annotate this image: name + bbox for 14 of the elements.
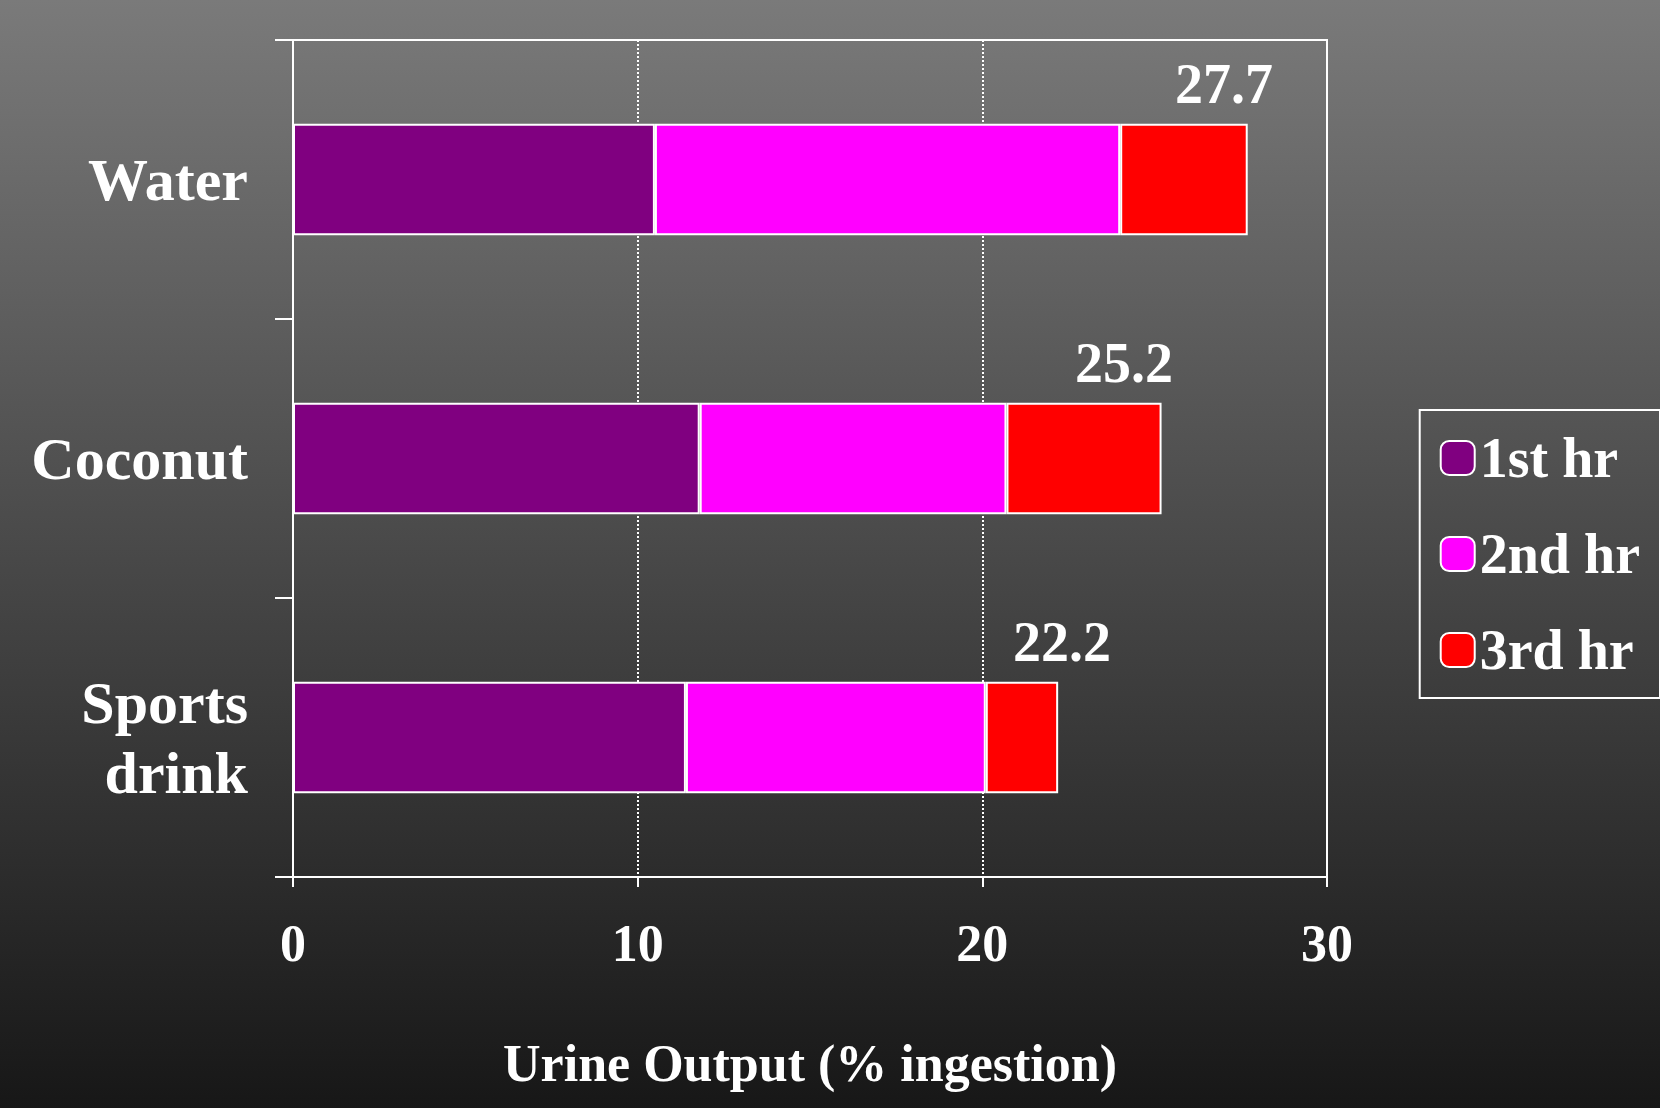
total-label: 22.2 — [1012, 610, 1111, 673]
y-tick-label: Coconut — [31, 425, 249, 492]
x-tick-label: 30 — [1301, 914, 1353, 972]
legend-label: 1st hr — [1479, 427, 1619, 489]
x-axis-title: Urine Output (% ingestion) — [503, 1034, 1117, 1093]
y-tick-label: Water — [88, 146, 248, 213]
total-label: 25.2 — [1075, 331, 1174, 394]
legend-label: 2nd hr — [1479, 523, 1641, 585]
x-tick-label: 10 — [611, 914, 664, 972]
total-label: 27.7 — [1174, 52, 1273, 115]
x-tick-label: 20 — [956, 914, 1009, 972]
y-tick-label: Sports drink — [81, 669, 249, 806]
legend-label: 3rd hr — [1479, 619, 1634, 681]
x-tick-label: 0 — [280, 914, 306, 972]
